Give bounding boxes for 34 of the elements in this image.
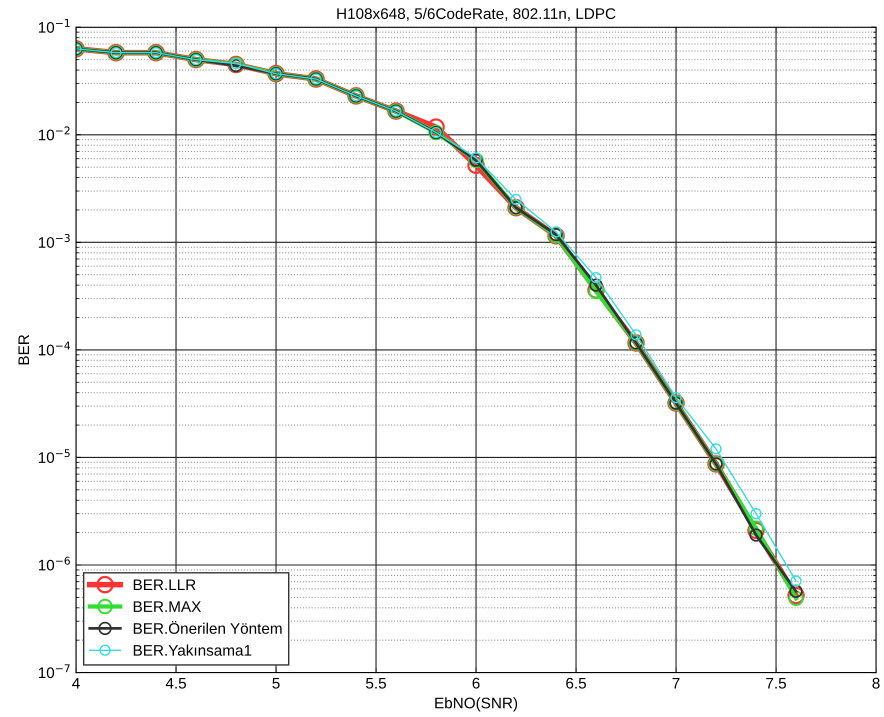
x-tick-label: 5 [272,678,280,689]
point [630,329,642,340]
x-tick-label: 4 [72,678,80,688]
point [590,272,602,284]
legend-label: BER.Yakınsama1 [134,644,252,656]
y-tick-label: 10$^{−1}$ [38,19,70,33]
point [467,156,485,174]
y-tick-label: 10$^{−3}$ [38,234,70,248]
point [710,443,722,455]
y-tick-label: 10$^{−2}$ [38,126,70,140]
point [750,508,762,520]
x-tick-label: 6.5 [566,678,586,689]
x-tick-label: 5.5 [366,678,386,689]
x-tick-label: 7 [672,678,680,688]
point [510,194,522,206]
x-tick-label: 8 [872,678,880,689]
x-axis-title: EbNO(SNR) [435,697,518,712]
point [427,118,445,136]
legend-label: BER.Önerilen Yöntem [134,620,282,634]
y-tick-label: 10$^{−6}$ [38,556,70,571]
point [788,590,804,606]
point [748,520,764,536]
y-tick-label: 10$^{−4}$ [38,342,70,356]
legend-label: BER.MAX [134,601,201,612]
y-tick-label: 10$^{−5}$ [38,449,70,464]
y-tick-label: 10$^{−7}$ [38,664,70,678]
y-axis-title: BER [18,334,29,364]
point [790,575,802,587]
x-tick-label: 6 [472,678,480,689]
x-tick-label: 4.5 [166,678,186,689]
legend-label: BER.LLR [134,579,196,590]
chart-title: H108x648, 5/6CodeRate, 802.11n, LDPC [337,8,616,21]
point [787,586,805,604]
x-tick-label: 7.5 [766,678,786,689]
